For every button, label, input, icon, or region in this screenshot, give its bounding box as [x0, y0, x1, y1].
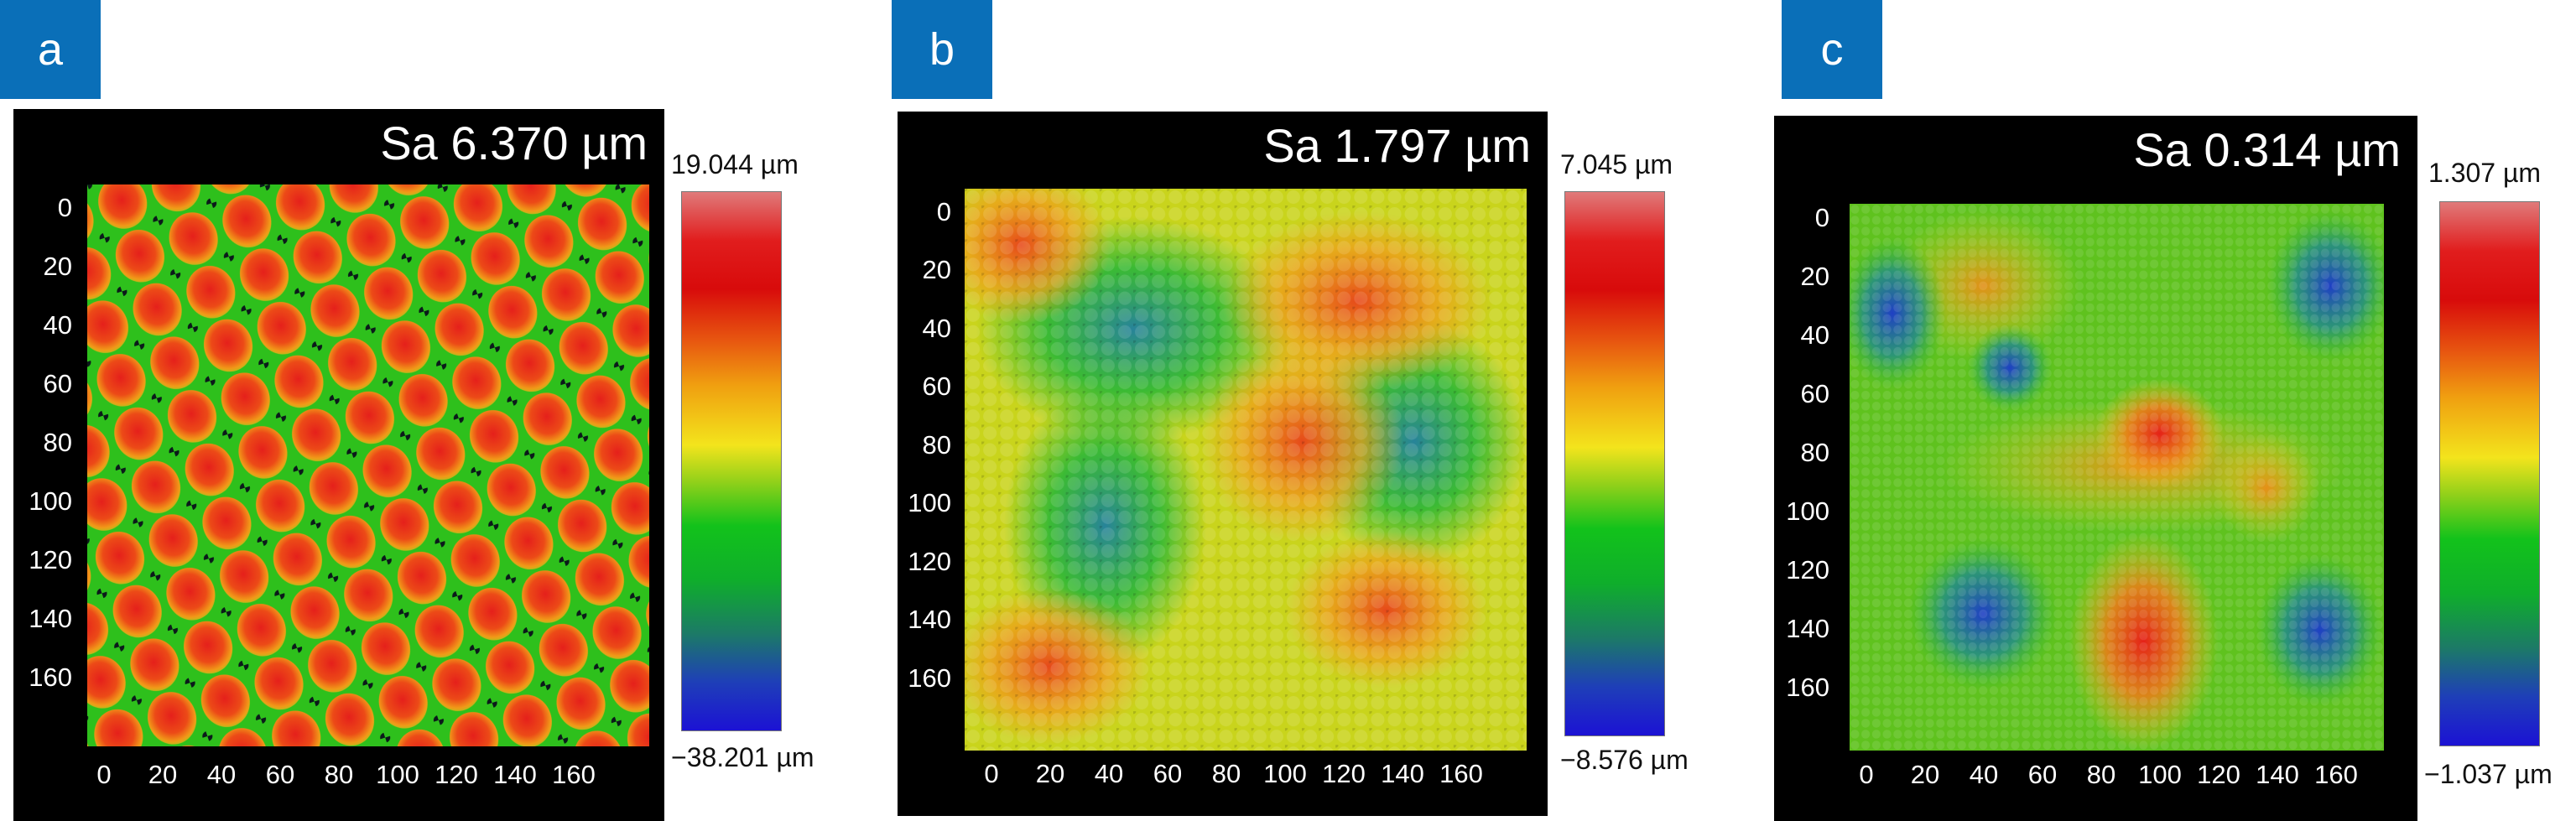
height-map-b — [965, 189, 1527, 751]
x-tick: 60 — [2027, 760, 2058, 789]
x-tick: 60 — [1153, 759, 1183, 788]
x-tick: 120 — [435, 760, 478, 789]
colorbar-min-c: −1.037 µm — [2424, 759, 2553, 789]
y-tick: 100 — [1786, 496, 1829, 526]
y-tick: 40 — [43, 310, 72, 340]
y-tick: 140 — [29, 604, 72, 633]
colorbar-gradient-c — [2439, 201, 2540, 746]
y-tick: 40 — [922, 314, 951, 343]
x-tick: 140 — [1381, 759, 1424, 788]
x-tick: 80 — [324, 760, 354, 789]
x-tick: 120 — [2197, 760, 2240, 789]
sa-value-b: Sa 1.797 µm — [1263, 119, 1531, 172]
colorbar-max-c: 1.307 µm — [2428, 158, 2542, 188]
y-tick: 60 — [43, 369, 72, 398]
x-tick: 0 — [96, 760, 112, 789]
y-tick: 140 — [1786, 614, 1829, 643]
x-tick: 100 — [2138, 760, 2182, 789]
y-tick: 120 — [29, 545, 72, 574]
x-tick: 80 — [1211, 759, 1241, 788]
surface-plot-c: Sa 0.314 µm — [1774, 116, 2417, 821]
y-tick: 120 — [1786, 555, 1829, 585]
x-tick: 20 — [1910, 760, 1940, 789]
x-tick: 40 — [1094, 759, 1124, 788]
height-map-c — [1850, 204, 2384, 751]
y-tick: 160 — [1786, 673, 1829, 702]
height-map-a — [87, 184, 649, 746]
x-tick: 140 — [493, 760, 537, 789]
panel-label-a: a — [0, 0, 101, 99]
x-tick: 120 — [1322, 759, 1366, 788]
x-tick: 0 — [1859, 760, 1874, 789]
y-tick: 20 — [922, 255, 951, 284]
y-tick: 60 — [1800, 379, 1829, 408]
y-tick: 120 — [908, 547, 951, 576]
sa-value-c: Sa 0.314 µm — [2133, 123, 2401, 176]
y-tick: 100 — [908, 488, 951, 517]
x-tick: 160 — [2314, 760, 2358, 789]
sa-value-a: Sa 6.370 µm — [380, 117, 648, 169]
colorbar-min-a: −38.201 µm — [671, 742, 814, 772]
surface-plot-a: Sa 6.370 µm 0 20 40 60 80 1 — [13, 109, 664, 821]
y-tick: 100 — [29, 486, 72, 516]
x-tick: 20 — [148, 760, 178, 789]
panel-label-c: c — [1782, 0, 1882, 99]
colorbar-gradient-a — [681, 191, 782, 731]
x-tick: 100 — [1263, 759, 1307, 788]
x-tick: 160 — [552, 760, 596, 789]
y-tick: 20 — [43, 252, 72, 281]
colorbar-max-b: 7.045 µm — [1560, 149, 1673, 179]
x-tick: 0 — [984, 759, 999, 788]
y-tick: 160 — [908, 663, 951, 693]
y-tick: 20 — [1800, 262, 1829, 291]
y-tick: 80 — [1800, 438, 1829, 467]
y-tick: 40 — [1800, 320, 1829, 350]
y-tick: 140 — [908, 605, 951, 634]
x-tick: 60 — [265, 760, 295, 789]
x-tick: 100 — [376, 760, 419, 789]
y-tick: 160 — [29, 663, 72, 692]
y-tick: 0 — [936, 197, 951, 226]
y-tick: 0 — [57, 193, 72, 222]
x-tick: 20 — [1035, 759, 1065, 788]
colorbar-gradient-b — [1564, 191, 1665, 736]
y-tick: 60 — [922, 372, 951, 401]
x-tick: 160 — [1439, 759, 1483, 788]
y-tick: 80 — [43, 428, 72, 457]
colorbar-max-a: 19.044 µm — [671, 149, 799, 179]
surface-plot-b: Sa 1.797 µm — [898, 112, 1548, 816]
y-tick: 80 — [922, 430, 951, 460]
x-tick: 140 — [2256, 760, 2299, 789]
x-tick: 40 — [206, 760, 237, 789]
colorbar-min-b: −8.576 µm — [1560, 745, 1689, 775]
x-tick: 40 — [1969, 760, 1999, 789]
y-tick: 0 — [1814, 203, 1829, 232]
panel-label-b: b — [892, 0, 992, 99]
x-tick: 80 — [2086, 760, 2116, 789]
